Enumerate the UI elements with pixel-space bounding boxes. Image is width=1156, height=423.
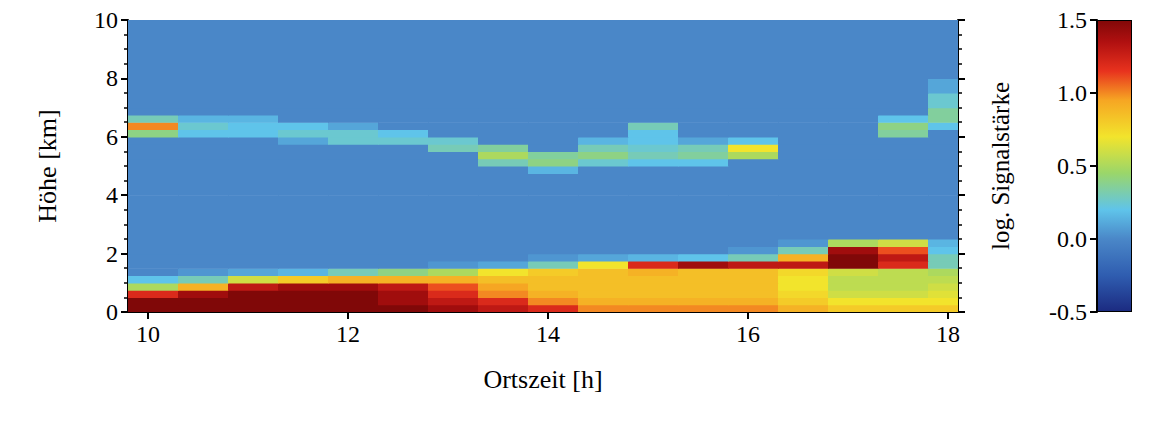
svg-text:Ortszeit [h]: Ortszeit [h] — [483, 365, 602, 394]
svg-text:2: 2 — [106, 241, 118, 267]
svg-text:12: 12 — [336, 321, 360, 347]
svg-text:-0.5: -0.5 — [1049, 299, 1087, 325]
svg-text:4: 4 — [106, 182, 118, 208]
svg-text:10: 10 — [94, 7, 118, 33]
svg-text:6: 6 — [106, 124, 118, 150]
svg-text:8: 8 — [106, 65, 118, 91]
svg-text:18: 18 — [936, 321, 960, 347]
svg-text:14: 14 — [536, 321, 560, 347]
svg-text:0.5: 0.5 — [1057, 153, 1087, 179]
svg-text:10: 10 — [136, 321, 160, 347]
svg-text:log. Signalstärke: log. Signalstärke — [987, 82, 1014, 250]
svg-text:1.5: 1.5 — [1057, 7, 1087, 33]
svg-text:1.0: 1.0 — [1057, 80, 1087, 106]
svg-text:0: 0 — [106, 299, 118, 325]
svg-text:Höhe [km]: Höhe [km] — [33, 109, 62, 222]
svg-text:16: 16 — [736, 321, 760, 347]
svg-text:0.0: 0.0 — [1057, 226, 1087, 252]
